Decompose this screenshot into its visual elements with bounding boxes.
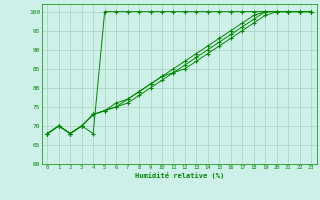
X-axis label: Humidité relative (%): Humidité relative (%)	[135, 172, 224, 179]
